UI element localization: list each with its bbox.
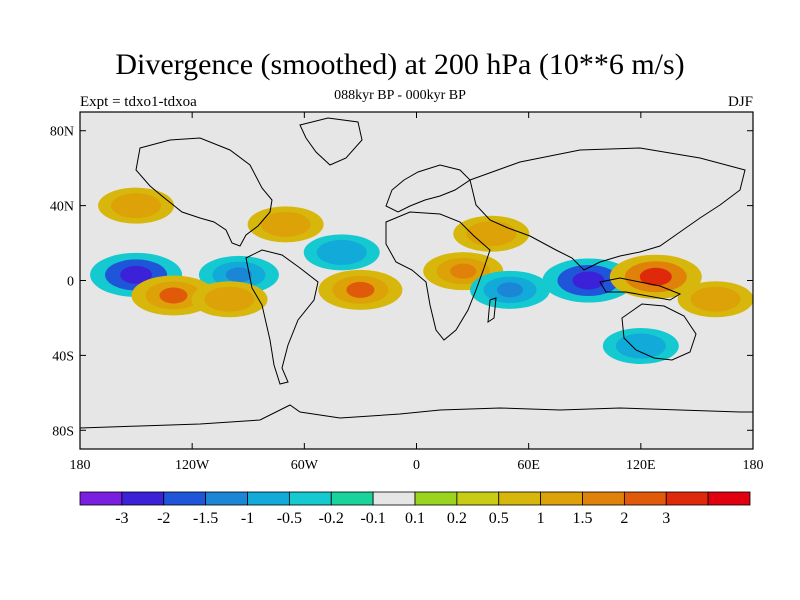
colorbar-label: -1 — [241, 510, 254, 527]
divergence-region-core — [479, 226, 504, 241]
divergence-region-core — [450, 263, 477, 279]
experiment-label: Expt = tdxo1-tdxoa — [80, 94, 197, 110]
lon-tick-label: 180 — [743, 458, 764, 473]
divergence-region-core — [329, 245, 354, 260]
coastline-australia — [621, 303, 697, 361]
colorbar-swatch — [205, 491, 248, 506]
colorbar-swatch — [456, 491, 500, 506]
colorbar-label: 0.1 — [405, 510, 425, 527]
map-axis-ticks: 80N 40N 0 40S 80S 180 120W 60W 0 60E 120E 180 — [50, 112, 764, 473]
divergence-region-core — [159, 287, 188, 304]
lat-tick-label: 0 — [67, 275, 74, 290]
lat-tick-label: 40S — [52, 349, 74, 364]
coastline-asia — [469, 147, 746, 271]
lon-tick-label: 120E — [626, 458, 656, 473]
divergence-region-core — [273, 217, 298, 232]
divergence-region-core — [346, 281, 375, 298]
divergence-region-core — [703, 292, 728, 307]
coastline-madagascar — [487, 297, 497, 323]
colorbar-swatch — [330, 491, 374, 506]
colorbar-swatch — [288, 491, 332, 506]
colorbar-label: -0.2 — [319, 510, 344, 527]
coastline-greenland — [299, 117, 363, 166]
colorbar-label: 3 — [662, 510, 670, 527]
colorbar-label: -0.1 — [360, 510, 385, 527]
colorbar-label: -2 — [157, 510, 170, 527]
colorbar: -3 -2 -1.5 -1 -0.5 -0.2 -0.1 0.1 0.2 0.5 1 1.5 2 3 — [79, 491, 751, 527]
colorbar-label: 1.5 — [573, 510, 593, 527]
divergence-contour-fields — [90, 187, 753, 365]
lon-tick-label: 120W — [175, 458, 210, 473]
coastline-indonesia — [599, 277, 682, 301]
map-subtitle: 088kyr BP - 000kyr BP — [334, 88, 466, 103]
lon-tick-label: 60E — [517, 458, 540, 473]
divergence-region-core — [124, 198, 149, 213]
divergence-region-core — [572, 271, 605, 290]
coastline-south-america — [245, 249, 319, 385]
lon-tick-label: 180 — [70, 458, 91, 473]
colorbar-label: -1.5 — [193, 510, 218, 527]
colorbar-swatch — [498, 491, 542, 506]
divergence-region-core — [120, 265, 153, 284]
colorbar-label: 2 — [620, 510, 628, 527]
coastline-antarctica — [80, 404, 753, 429]
colorbar-swatch — [707, 491, 751, 506]
lat-tick-label: 80N — [50, 125, 74, 140]
colorbar-swatch — [121, 491, 165, 506]
map-plot-area — [80, 112, 753, 449]
coastline-africa — [385, 211, 491, 341]
lat-tick-label: 40N — [50, 200, 74, 215]
divergence-region-core — [217, 292, 242, 307]
coastlines — [80, 117, 753, 429]
divergence-region-core — [496, 282, 523, 298]
colorbar-swatch — [540, 491, 583, 506]
colorbar-swatch — [665, 491, 709, 506]
colorbar-label: 0.2 — [447, 510, 467, 527]
lat-tick-label: 80S — [52, 424, 74, 439]
colorbar-label: -3 — [115, 510, 128, 527]
lon-tick-label: 60W — [291, 458, 319, 473]
colorbar-swatch — [582, 491, 625, 506]
divergence-region-core — [639, 267, 672, 286]
season-label: DJF — [727, 94, 753, 110]
divergence-region-core — [225, 267, 252, 283]
colorbar-swatch — [79, 491, 123, 506]
colorbar-label: 1 — [537, 510, 545, 527]
colorbar-swatch — [414, 491, 458, 506]
colorbar-swatch — [623, 491, 667, 506]
colorbar-label: 0.5 — [489, 510, 509, 527]
map-title: Divergence (smoothed) at 200 hPa (10**6 … — [115, 48, 685, 81]
colorbar-swatch — [247, 491, 290, 506]
colorbar-label: -0.5 — [277, 510, 302, 527]
colorbar-swatch — [163, 491, 207, 506]
lon-tick-label: 0 — [413, 458, 420, 473]
colorbar-swatch — [372, 491, 416, 506]
coastline-north-america — [135, 137, 273, 247]
